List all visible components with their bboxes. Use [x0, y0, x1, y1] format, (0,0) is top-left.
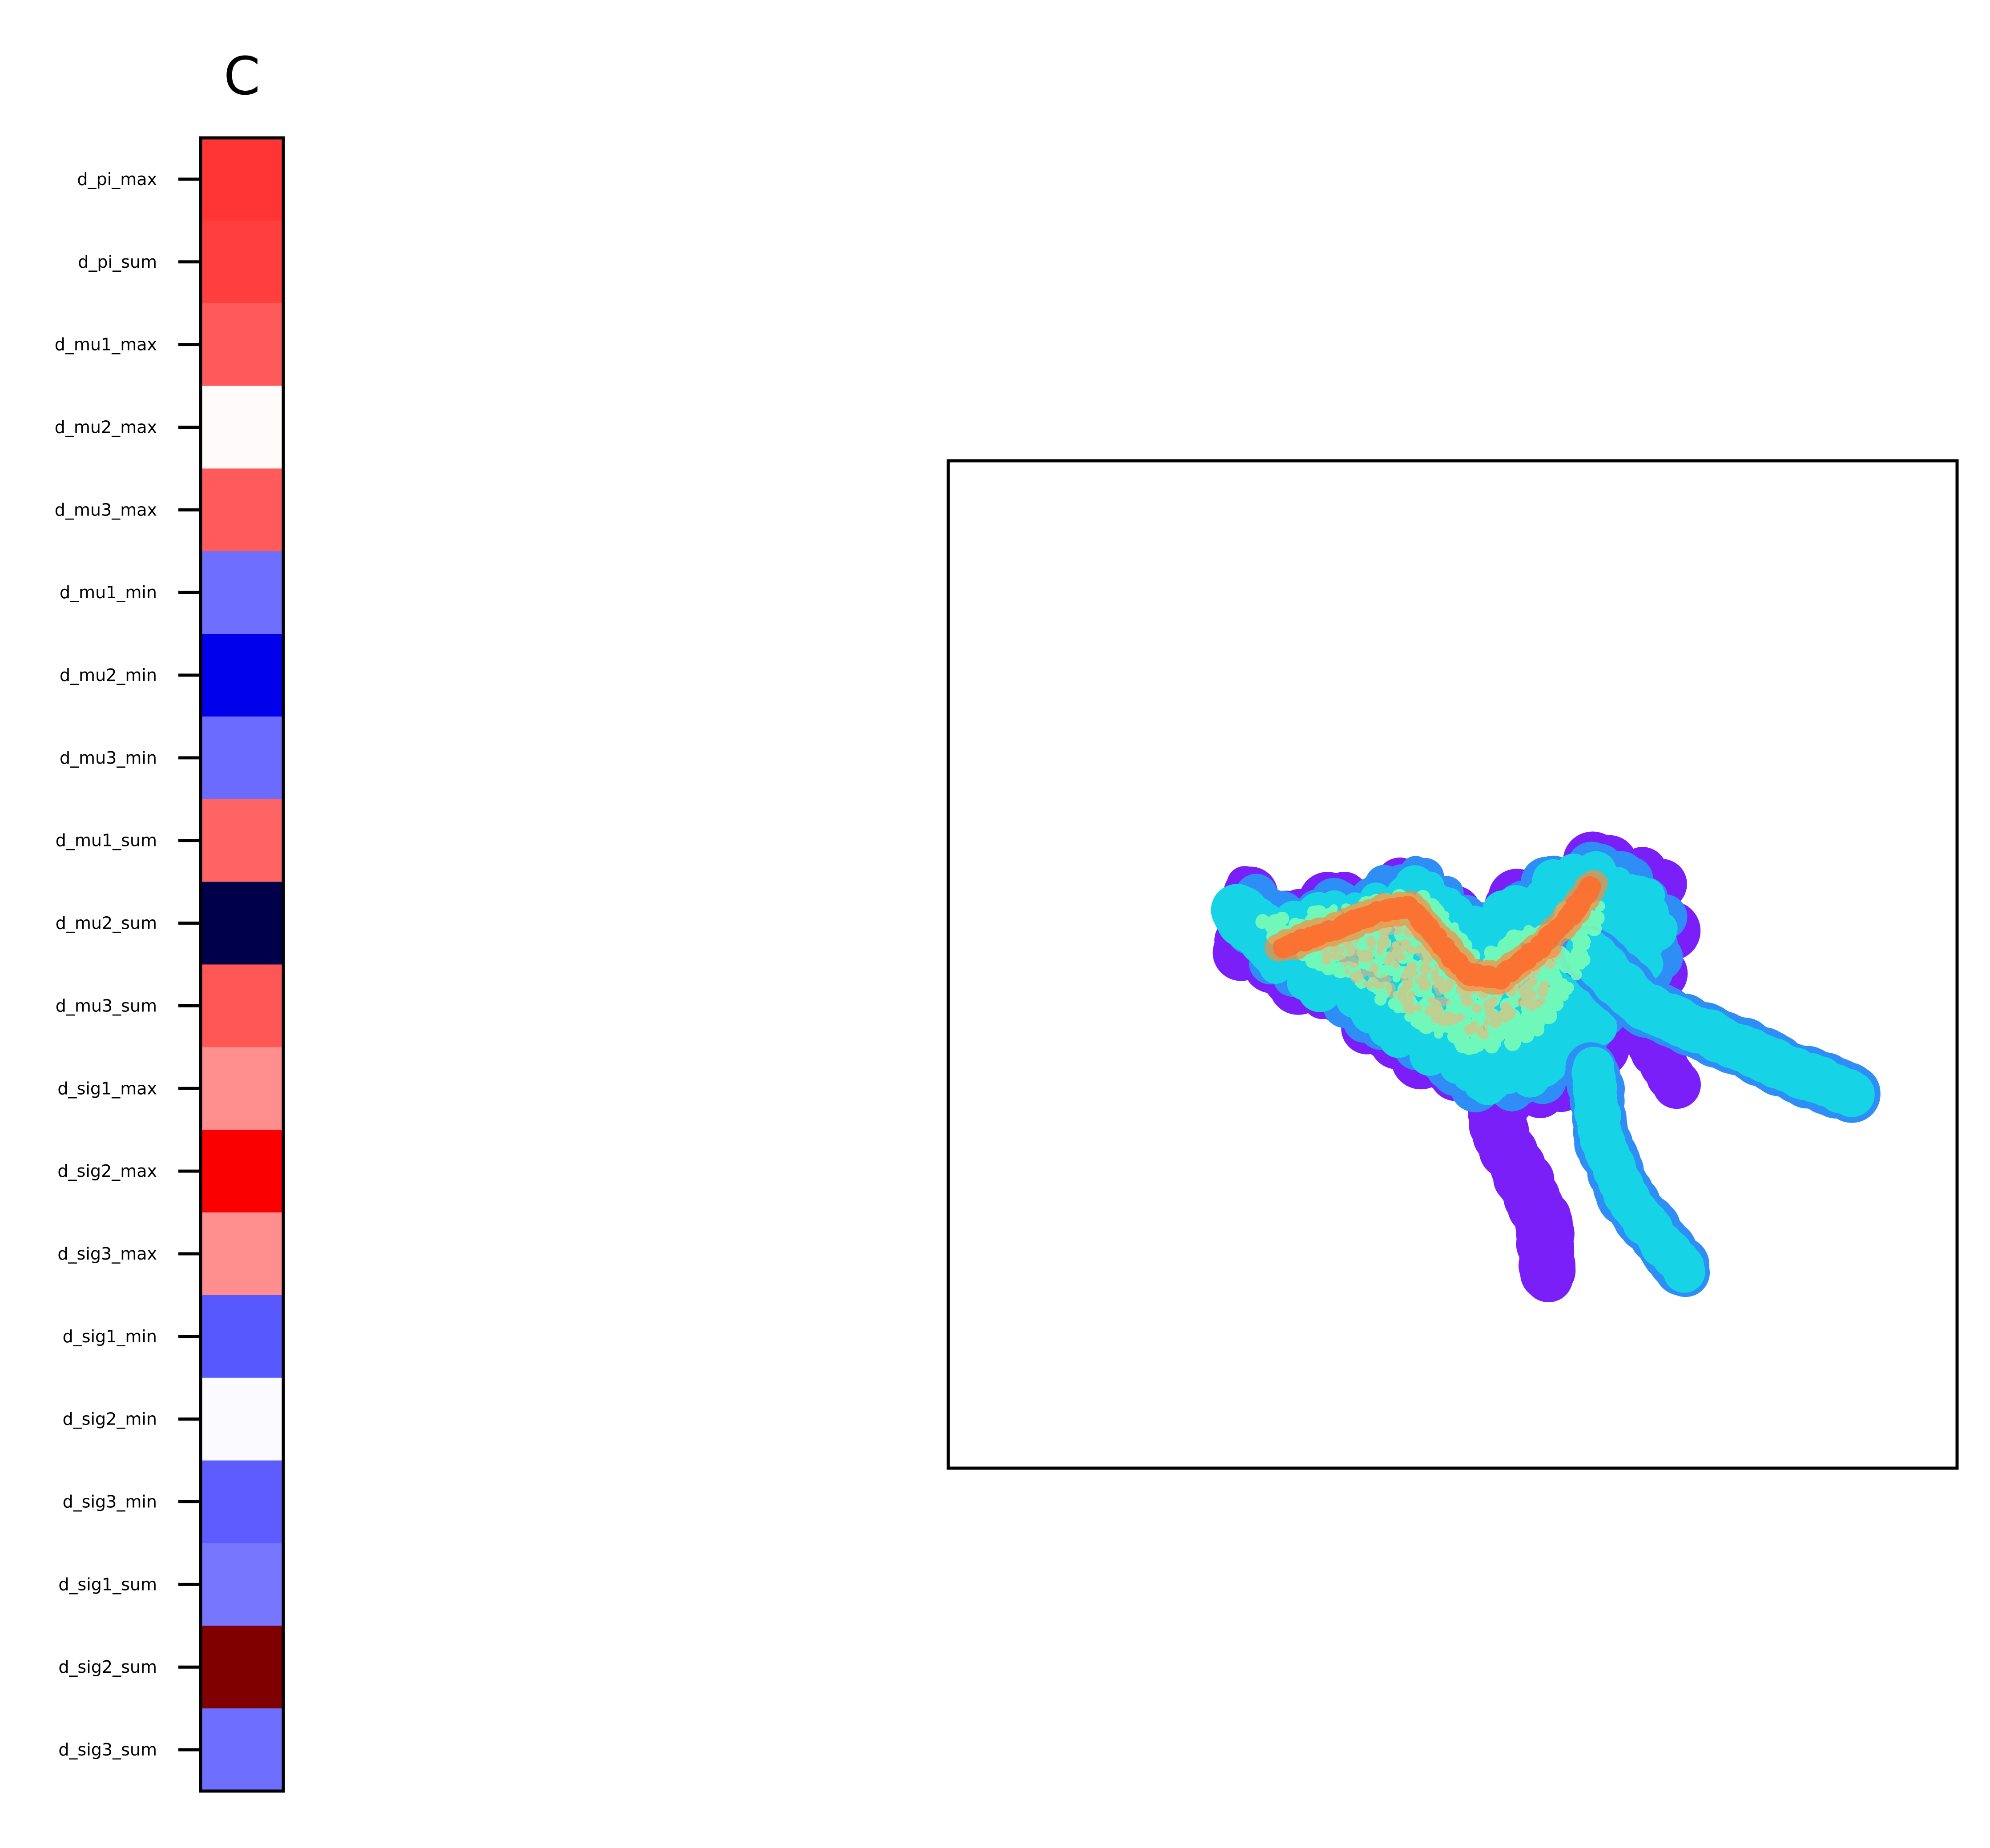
- near-legs-core: [1565, 929, 1875, 1293]
- heatmap-tick-label: d_sig1_sum: [58, 1574, 157, 1594]
- heatmap-cell-d-mu3-max: [201, 468, 283, 552]
- heatmap-cell-d-sig2-sum: [201, 1626, 283, 1709]
- heatmap-title: C: [224, 45, 260, 107]
- heatmap-ticks: [178, 177, 201, 1751]
- heatmap-cells: [201, 138, 283, 1792]
- heatmap-tick-label: d_sig2_sum: [58, 1657, 157, 1677]
- heatmap-cell-d-mu2-max: [201, 386, 283, 469]
- heatmap-tick-label: d_sig3_max: [57, 1244, 157, 1264]
- heatmap-cell-d-mu1-min: [201, 551, 283, 634]
- heatmap-cell-d-sig2-min: [201, 1377, 283, 1461]
- heatmap-tick-label: d_mu2_max: [55, 417, 157, 437]
- scatter-frame: [947, 459, 1959, 1470]
- heatmap-cell-d-mu2-min: [201, 634, 283, 717]
- scatter-panel: [947, 459, 1959, 1470]
- heatmap-tick-label: d_sig3_min: [63, 1492, 157, 1512]
- heatmap-cell-d-mu1-max: [201, 303, 283, 387]
- heatmap-tick-label: d_sig1_max: [57, 1079, 157, 1098]
- heatmap-tick-label: d_mu3_min: [60, 748, 157, 768]
- heatmap-tick-label: d_mu1_max: [55, 335, 157, 354]
- heatmap-tick-label: d_sig2_max: [57, 1161, 157, 1181]
- heatmap-tick-label: d_mu1_sum: [56, 831, 157, 850]
- heatmap-cell-d-mu1-sum: [201, 799, 283, 882]
- point-cloud: [1211, 831, 1881, 1303]
- heatmap-tick-label: d_sig1_min: [63, 1327, 157, 1346]
- heatmap-cell-d-sig3-min: [201, 1460, 283, 1544]
- heatmap-cell-d-sig3-max: [201, 1212, 283, 1296]
- heatmap-tick-label: d_mu2_min: [60, 665, 157, 685]
- heatmap-frame: [199, 136, 285, 1793]
- heatmap-cell-d-sig1-sum: [201, 1543, 283, 1626]
- heatmap-cell-d-sig1-max: [201, 1047, 283, 1130]
- heatmap-tick-label: d_sig2_min: [63, 1409, 157, 1429]
- heatmap-panel: C d_pi_max d_pi_sum d_mu1_max d_mu2_max d_mu…: [55, 45, 285, 1793]
- red-ridge-glow: [1265, 870, 1608, 995]
- heatmap-cell-d-sig1-min: [201, 1295, 283, 1378]
- heatmap-tick-label: d_mu3_max: [55, 500, 157, 519]
- heatmap-tick-label: d_mu2_sum: [56, 914, 157, 933]
- heatmap-tick-label: d_mu3_sum: [56, 996, 157, 1015]
- heatmap-tick-labels: d_pi_max d_pi_sum d_mu1_max d_mu2_max d_mu3_…: [55, 169, 157, 1759]
- heatmap-tick-label: d_pi_max: [77, 169, 157, 189]
- heatmap-cell-d-mu3-min: [201, 716, 283, 800]
- heatmap-cell-d-pi-sum: [201, 220, 283, 304]
- heatmap-tick-label: d_sig3_sum: [58, 1740, 157, 1759]
- heatmap-tick-label: d_mu1_min: [60, 583, 157, 602]
- heatmap-cell-d-sig2-max: [201, 1130, 283, 1213]
- heatmap-cell-d-sig3-sum: [201, 1708, 283, 1792]
- heatmap-cell-d-pi-max: [201, 138, 283, 221]
- heatmap-tick-label: d_pi_sum: [78, 252, 157, 272]
- heatmap-cell-d-mu2-sum: [201, 882, 283, 965]
- heatmap-cell-d-mu3-sum: [201, 964, 283, 1047]
